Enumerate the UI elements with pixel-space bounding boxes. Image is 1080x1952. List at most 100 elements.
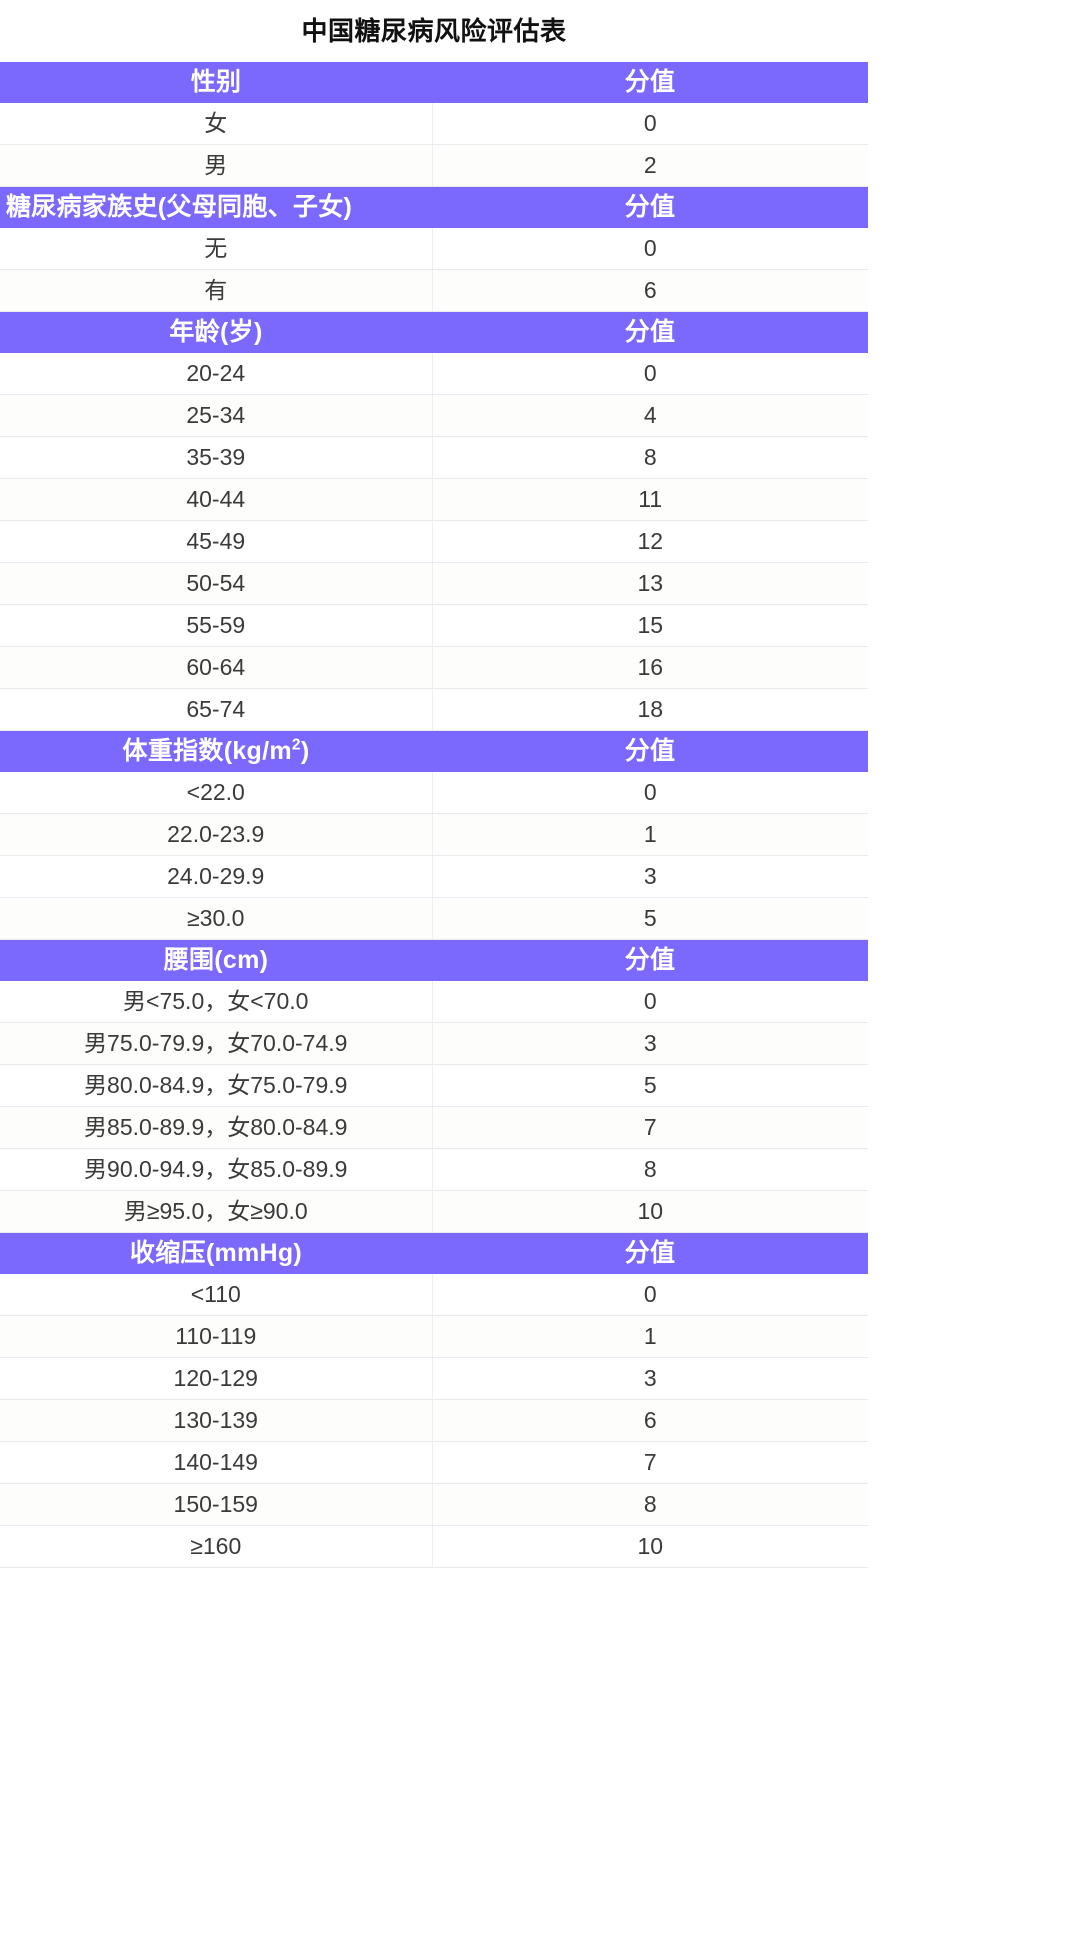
- row-label: 40-44: [0, 478, 433, 521]
- table-row: <110 0: [0, 1274, 868, 1316]
- row-label: 110-119: [0, 1315, 433, 1358]
- table-row: ≥160 10: [0, 1525, 868, 1568]
- row-label: 有: [0, 269, 433, 312]
- row-score: 0: [432, 981, 868, 1023]
- table-row: 120-129 3: [0, 1357, 868, 1400]
- row-score: 6: [432, 269, 868, 312]
- row-score: 18: [432, 688, 868, 731]
- table-row: 男≥95.0，女≥90.0 10: [0, 1190, 868, 1233]
- row-score: 2: [432, 144, 868, 187]
- table-row: 男80.0-84.9，女75.0-79.9 5: [0, 1064, 868, 1107]
- row-label: 140-149: [0, 1441, 433, 1484]
- row-label: 无: [0, 228, 433, 270]
- row-label: 50-54: [0, 562, 433, 605]
- row-label: 女: [0, 103, 433, 145]
- row-label: 男90.0-94.9，女85.0-89.9: [0, 1148, 433, 1191]
- section-header-row: 年龄(岁) 分值: [0, 311, 868, 353]
- row-label: 45-49: [0, 520, 433, 563]
- row-label: 男85.0-89.9，女80.0-84.9: [0, 1106, 433, 1149]
- row-score: 3: [432, 855, 868, 898]
- row-label: 男80.0-84.9，女75.0-79.9: [0, 1064, 433, 1107]
- row-score: 11: [432, 478, 868, 521]
- row-label: 55-59: [0, 604, 433, 647]
- row-label: <22.0: [0, 772, 433, 814]
- table-row: <22.0 0: [0, 772, 868, 814]
- row-score: 5: [432, 897, 868, 940]
- section-score-header: 分值: [432, 311, 868, 353]
- section-score-header: 分值: [432, 1232, 868, 1274]
- row-label: 男≥95.0，女≥90.0: [0, 1190, 433, 1233]
- row-label: 130-139: [0, 1399, 433, 1442]
- row-score: 0: [432, 772, 868, 814]
- section-header-row: 糖尿病家族史(父母同胞、子女) 分值: [0, 186, 868, 228]
- section-header-label: 体重指数(kg/m2): [0, 730, 432, 772]
- section-header-label: 性别: [0, 62, 432, 103]
- row-label: 男: [0, 144, 433, 187]
- page-title-bar: 中国糖尿病风险评估表: [0, 0, 868, 62]
- table-row: 60-64 16: [0, 646, 868, 689]
- table-row: 65-74 18: [0, 688, 868, 731]
- row-label: 65-74: [0, 688, 433, 731]
- row-score: 10: [432, 1190, 868, 1233]
- row-score: 3: [432, 1022, 868, 1065]
- row-score: 16: [432, 646, 868, 689]
- row-label: 男<75.0，女<70.0: [0, 981, 433, 1023]
- section-header-label: 收缩压(mmHg): [0, 1232, 432, 1274]
- table-row: 22.0-23.9 1: [0, 813, 868, 856]
- row-label: 男75.0-79.9，女70.0-74.9: [0, 1022, 433, 1065]
- row-score: 3: [432, 1357, 868, 1400]
- row-label: 24.0-29.9: [0, 855, 433, 898]
- section-score-header: 分值: [432, 730, 868, 772]
- row-score: 4: [432, 394, 868, 437]
- table-row: 50-54 13: [0, 562, 868, 605]
- row-score: 1: [432, 813, 868, 856]
- row-score: 15: [432, 604, 868, 647]
- row-score: 10: [432, 1525, 868, 1568]
- section-header-label: 糖尿病家族史(父母同胞、子女): [0, 186, 432, 228]
- risk-score-table: 性别 分值女 0 男 2 糖尿病家族史(父母同胞、子女) 分值无 0 有 6 年龄(岁) 分值 20-2…: [0, 62, 868, 1568]
- row-score: 7: [432, 1106, 868, 1149]
- section-score-header: 分值: [432, 939, 868, 981]
- row-score: 0: [432, 228, 868, 270]
- row-score: 8: [432, 436, 868, 479]
- row-label: 20-24: [0, 353, 433, 395]
- table-row: 55-59 15: [0, 604, 868, 647]
- row-score: 8: [432, 1148, 868, 1191]
- row-score: 7: [432, 1441, 868, 1484]
- row-label: 35-39: [0, 436, 433, 479]
- row-score: 12: [432, 520, 868, 563]
- table-row: 25-34 4: [0, 394, 868, 437]
- row-score: 0: [432, 103, 868, 145]
- section-header-row: 腰围(cm) 分值: [0, 939, 868, 981]
- risk-assessment-sheet: 中国糖尿病风险评估表 性别 分值女 0 男 2 糖尿病家族史(父母同胞、子女) 分值无 0 有 6…: [0, 0, 868, 1568]
- page-title: 中国糖尿病风险评估表: [301, 16, 567, 46]
- row-label: 60-64: [0, 646, 433, 689]
- row-label: ≥30.0: [0, 897, 433, 940]
- table-row: 男85.0-89.9，女80.0-84.9 7: [0, 1106, 868, 1149]
- section-score-header: 分值: [432, 186, 868, 228]
- table-row: ≥30.0 5: [0, 897, 868, 940]
- section-header-row: 体重指数(kg/m2) 分值: [0, 730, 868, 772]
- table-row: 140-149 7: [0, 1441, 868, 1484]
- table-row: 男75.0-79.9，女70.0-74.9 3: [0, 1022, 868, 1065]
- section-header-row: 收缩压(mmHg) 分值: [0, 1232, 868, 1274]
- table-row: 150-159 8: [0, 1483, 868, 1526]
- table-row: 110-119 1: [0, 1315, 868, 1358]
- row-score: 1: [432, 1315, 868, 1358]
- row-score: 5: [432, 1064, 868, 1107]
- row-label: 22.0-23.9: [0, 813, 433, 856]
- row-label: 25-34: [0, 394, 433, 437]
- table-row: 20-24 0: [0, 353, 868, 395]
- row-score: 0: [432, 1274, 868, 1316]
- section-header-label: 年龄(岁): [0, 311, 432, 353]
- section-header-row: 性别 分值: [0, 62, 868, 103]
- section-header-label: 腰围(cm): [0, 939, 432, 981]
- table-row: 130-139 6: [0, 1399, 868, 1442]
- row-label: <110: [0, 1274, 433, 1316]
- table-row: 24.0-29.9 3: [0, 855, 868, 898]
- table-row: 45-49 12: [0, 520, 868, 563]
